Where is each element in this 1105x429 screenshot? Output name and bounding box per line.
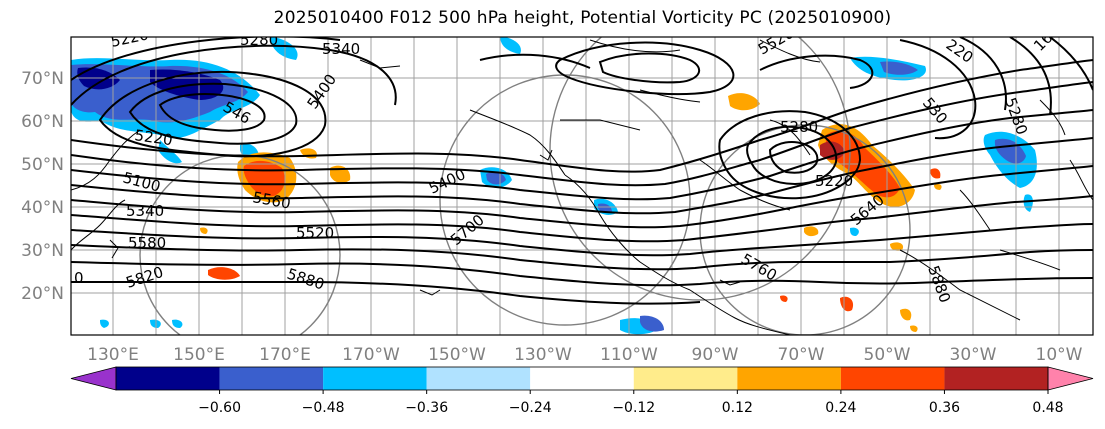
colorbar-segment [323, 367, 427, 390]
colorbar-extend-high [1047, 366, 1094, 391]
colorbar-segment [944, 367, 1048, 390]
height-label: 5220 [133, 126, 173, 149]
map-title: 2025010400 F012 500 hPa height, Potentia… [273, 8, 892, 28]
longitude-labels: 130°E 150°E 170°E 170°W 150°W 130°W 110°… [87, 345, 1083, 365]
colorbar-tick-label: 0.12 [722, 400, 753, 416]
colorbar-segment [116, 367, 220, 390]
lon-label: 130°W [514, 345, 572, 365]
height-label: 0 [74, 269, 84, 287]
colorbar-outline [115, 366, 1049, 391]
lat-label-60n: 60°N [21, 112, 64, 132]
colorbar: −0.60 −0.48 −0.36 −0.24 −0.12 0.12 0.24 0.36 0.4… [70, 366, 1094, 416]
lat-label-20n: 20°N [21, 284, 64, 304]
colorbar-segment [737, 367, 841, 390]
lon-label: 70°W [778, 345, 825, 365]
lat-label-30n: 30°N [21, 241, 64, 261]
height-contours [71, 37, 1093, 305]
colorbar-tick-label: 0.36 [929, 400, 960, 416]
coastlines [71, 39, 1093, 335]
colorbar-segment [426, 367, 531, 390]
colorbar-extend-low [70, 366, 117, 391]
height-label: 5520 [296, 224, 334, 242]
colorbar-segment [219, 367, 324, 390]
height-label: 5280 [240, 31, 278, 49]
lon-label: 170°W [342, 345, 400, 365]
colorbar-segment [530, 367, 634, 390]
graticule [71, 37, 1093, 335]
lon-label: 50°W [864, 345, 911, 365]
lat-label-40n: 40°N [21, 198, 64, 218]
lon-label: 10°W [1036, 345, 1083, 365]
lon-label: 170°E [259, 345, 311, 365]
map-border [70, 36, 1094, 336]
height-labels: 5220 5280 5340 546 5400 5220 5100 5340 5… [74, 31, 1056, 305]
colorbar-segment [633, 367, 738, 390]
height-label: 5220 [815, 172, 853, 190]
colorbar-tick-label: −0.24 [509, 400, 552, 416]
lat-label-50n: 50°N [21, 155, 64, 175]
height-label: 5580 [128, 234, 166, 252]
colorbar-tick-label: −0.36 [405, 400, 448, 416]
height-label: 5280 [780, 118, 818, 136]
lon-label: 130°E [87, 345, 139, 365]
lon-label: 150°W [428, 345, 486, 365]
lon-label: 110°W [600, 345, 658, 365]
colorbar-tick-label: −0.12 [612, 400, 655, 416]
lon-label: 90°W [692, 345, 739, 365]
lon-label: 150°E [173, 345, 225, 365]
colorbar-tick-label: 0.48 [1032, 400, 1063, 416]
colorbar-tick-label: 0.24 [825, 400, 856, 416]
lon-label: 30°W [950, 345, 997, 365]
colorbar-tick-label: −0.48 [302, 400, 345, 416]
colorbar-tick-label: −0.60 [198, 400, 241, 416]
lat-label-70n: 70°N [21, 69, 64, 89]
latitude-labels: 70°N 60°N 50°N 40°N 30°N 20°N [21, 69, 64, 304]
height-label: 5340 [126, 202, 164, 220]
height-label: 5340 [322, 40, 360, 58]
colorbar-segment [840, 367, 945, 390]
